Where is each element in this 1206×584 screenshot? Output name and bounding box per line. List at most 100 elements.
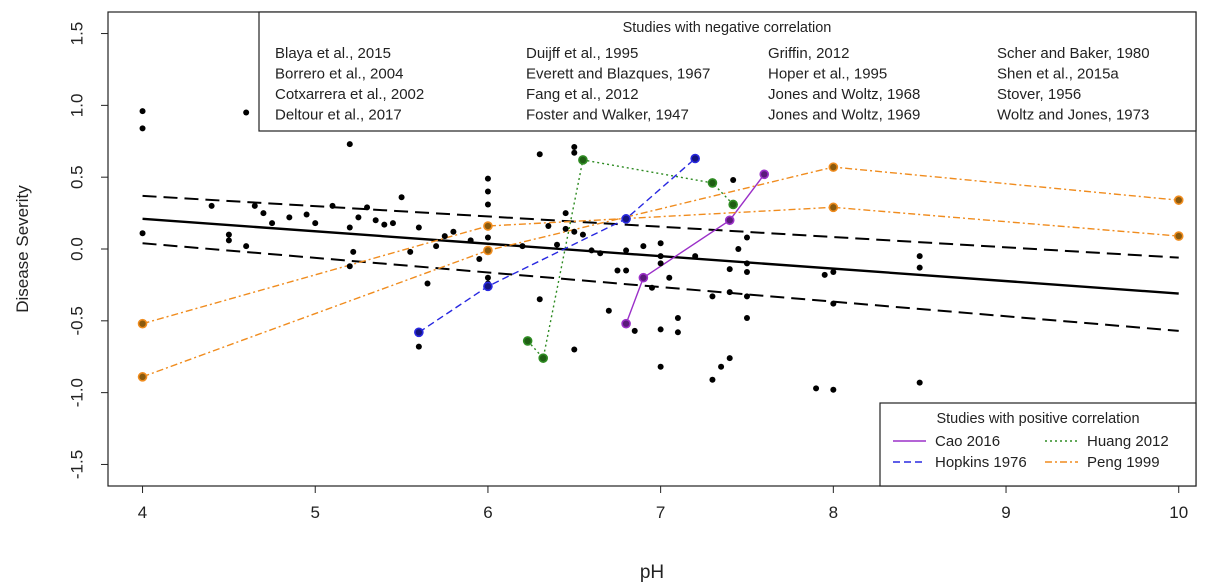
scatter-point	[484, 234, 491, 241]
positive-legend-title: Studies with positive correlation	[936, 411, 1139, 427]
scatter-point	[346, 263, 353, 270]
series-line	[418, 157, 696, 333]
scatter-point	[718, 363, 725, 370]
x-tick-label: 7	[656, 503, 665, 522]
scatter-point	[312, 220, 319, 227]
negative-legend-title: Studies with negative correlation	[623, 20, 832, 36]
series-point	[638, 272, 649, 283]
scatter-point	[709, 293, 716, 300]
scatter-point	[329, 202, 336, 209]
negative-legend-entry: Deltour et al., 2017	[275, 107, 402, 124]
negative-legend-entry: Everett and Blazques, 1967	[526, 66, 710, 83]
series-point	[1173, 231, 1184, 241]
scatter-point	[666, 274, 673, 281]
scatter-point	[372, 217, 379, 224]
scatter-point	[554, 241, 561, 248]
positive-legend-box	[879, 402, 1197, 487]
y-tick-label: -0.5	[67, 306, 86, 335]
scatter-point	[743, 234, 750, 241]
series-point	[522, 336, 533, 346]
series-line	[142, 206, 1179, 325]
scatter-point	[743, 260, 750, 267]
scatter-point	[476, 256, 483, 263]
positive-legend-entry: Cao 2016	[935, 433, 1000, 450]
scatter-point	[286, 214, 293, 221]
scatter-point	[916, 253, 923, 260]
scatter-point	[743, 293, 750, 300]
scatter-point	[424, 280, 431, 287]
scatter-point	[441, 233, 448, 240]
scatter-point	[484, 274, 491, 281]
scatter-point	[415, 224, 422, 231]
negative-legend-entry: Duijff et al., 1995	[526, 45, 638, 62]
scatter-point	[743, 314, 750, 321]
scatter-point	[536, 151, 543, 158]
scatter-point	[139, 125, 146, 132]
scatter-point	[614, 267, 621, 274]
y-tick-label: 1.5	[67, 22, 86, 46]
scatter-point	[579, 231, 586, 238]
series-point	[728, 199, 738, 210]
negative-legend-entry: Fang et al., 2012	[526, 86, 639, 103]
scatter-point	[571, 228, 578, 235]
scatter-point	[545, 223, 552, 230]
scatter-point	[830, 300, 837, 307]
series-point	[621, 214, 631, 224]
scatter-point	[743, 268, 750, 275]
series-point	[1173, 195, 1184, 205]
series-point	[137, 372, 148, 382]
negative-legend-entry: Griffin, 2012	[768, 45, 849, 62]
x-tick-label: 10	[1169, 503, 1188, 522]
x-tick-label: 5	[311, 503, 320, 522]
scatter-point	[640, 243, 647, 250]
negative-legend-entry: Hoper et al., 1995	[768, 66, 887, 83]
positive-legend-entry: Peng 1999	[1087, 454, 1160, 471]
scatter-point	[657, 260, 664, 267]
series-point	[828, 202, 839, 213]
scatter-point	[260, 210, 267, 217]
y-axis-label: Disease Severity	[13, 185, 32, 313]
series-point	[483, 221, 493, 231]
series-point	[483, 281, 493, 292]
negative-legend-entry: Jones and Woltz, 1968	[768, 86, 920, 103]
scatter-point	[916, 379, 923, 386]
scatter-point	[243, 109, 250, 116]
scatter-point	[726, 289, 733, 296]
scatter-point	[208, 202, 215, 209]
scatter-point	[623, 247, 630, 254]
positive-legend-entry: Huang 2012	[1087, 433, 1169, 450]
scatter-point	[346, 224, 353, 231]
scatter-point	[588, 247, 595, 254]
y-tick-label: -1.0	[67, 378, 86, 407]
series-line	[142, 166, 1179, 378]
scatter-point	[415, 343, 422, 350]
scatter-point	[674, 314, 681, 321]
scatter-point	[433, 243, 440, 250]
series-point	[414, 327, 424, 338]
scatter-point	[605, 307, 612, 314]
scatter-point	[571, 346, 578, 353]
series-point	[828, 162, 839, 172]
scatter-point	[350, 248, 357, 255]
series-point	[578, 155, 588, 165]
x-tick-label: 8	[829, 503, 838, 522]
x-tick-label: 9	[1001, 503, 1010, 522]
x-tick-label: 6	[483, 503, 492, 522]
y-tick-label: -1.5	[67, 450, 86, 479]
scatter-point	[623, 267, 630, 274]
negative-legend-entry: Woltz and Jones, 1973	[997, 107, 1149, 124]
scatter-point	[571, 144, 578, 151]
scatter-point	[657, 253, 664, 260]
scatter-point	[303, 211, 310, 218]
x-axis-label: pH	[640, 562, 664, 583]
scatter-point	[381, 221, 388, 228]
scatter-point	[709, 376, 716, 383]
positive-legend-entry: Hopkins 1976	[935, 454, 1027, 471]
scatter-point	[484, 201, 491, 208]
scatter-point	[251, 202, 258, 209]
negative-legend-entry: Cotxarrera et al., 2002	[275, 86, 424, 103]
scatter-point	[813, 385, 820, 392]
negative-legend-box	[258, 11, 1197, 132]
scatter-point	[269, 220, 276, 227]
